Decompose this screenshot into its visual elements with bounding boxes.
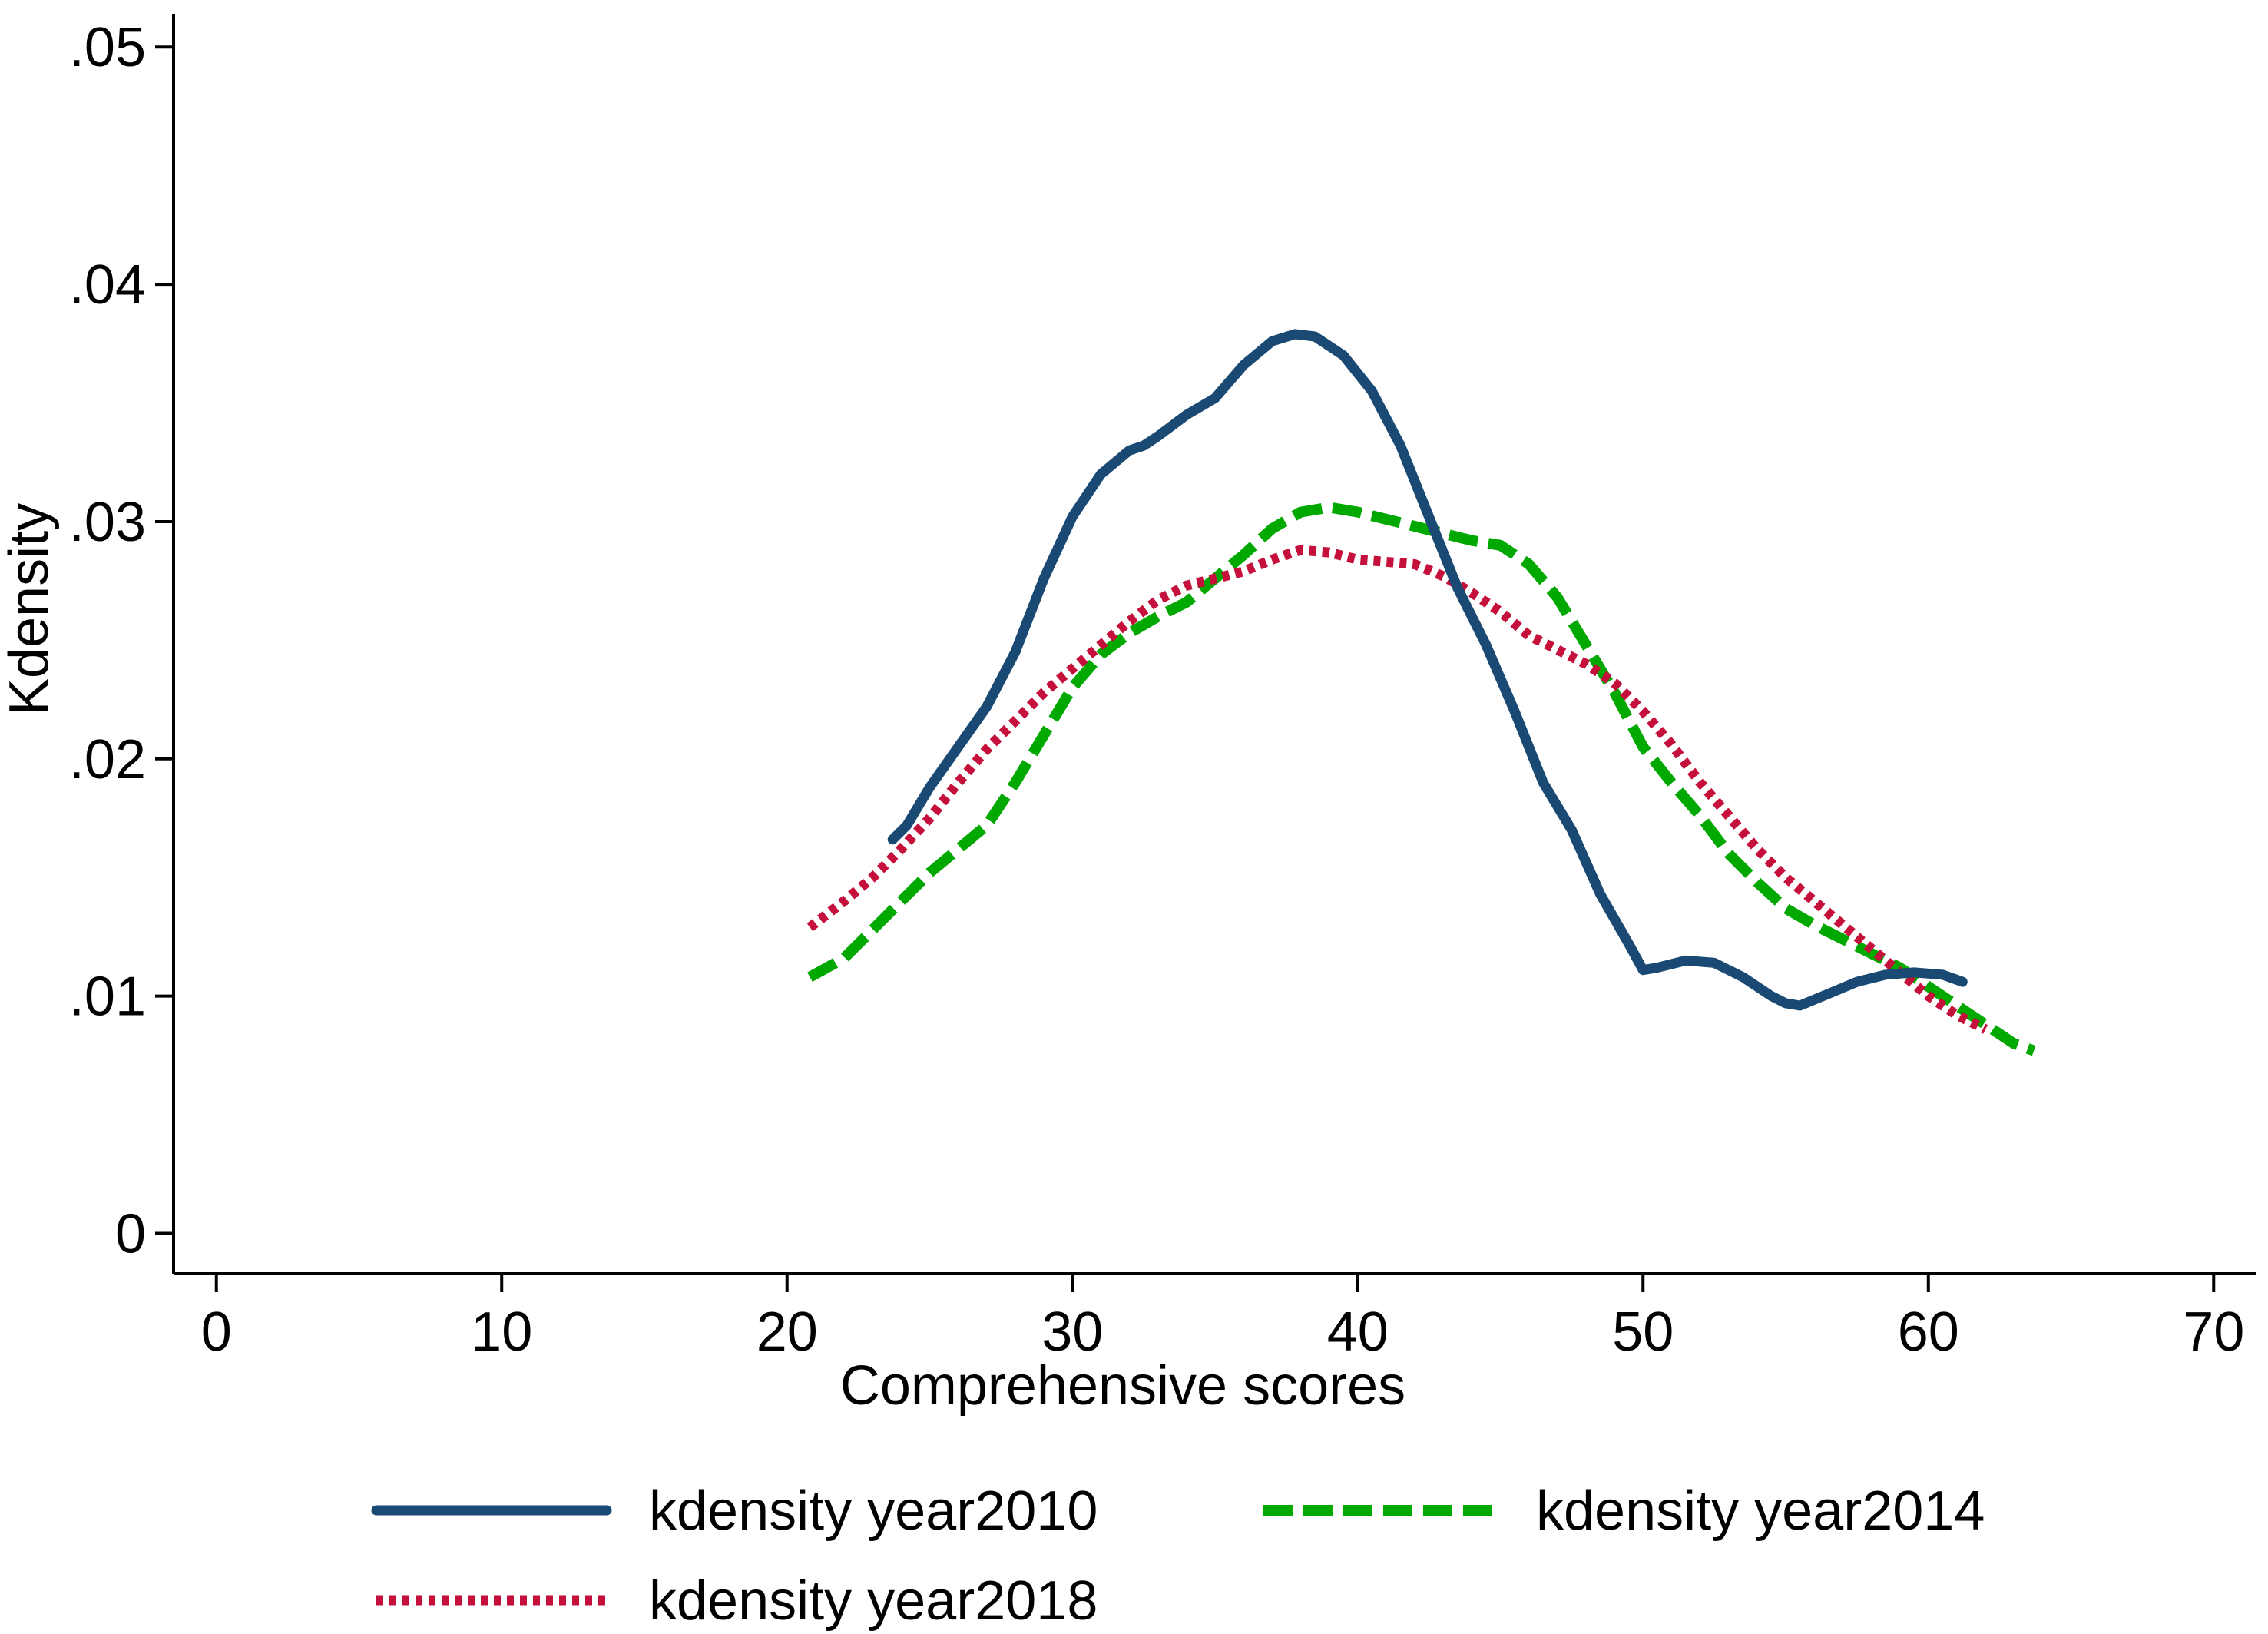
x-tick-label: 40 bbox=[1327, 1301, 1389, 1363]
legend-label: kdensity year2010 bbox=[649, 1480, 1098, 1542]
y-tick-label: .02 bbox=[69, 729, 146, 790]
x-tick-label: 10 bbox=[471, 1301, 532, 1363]
x-tick-label: 60 bbox=[1898, 1301, 1959, 1363]
x-tick-label: 70 bbox=[2183, 1301, 2244, 1363]
legend-label: kdensity year2018 bbox=[649, 1570, 1098, 1632]
x-tick-label: 30 bbox=[1041, 1301, 1103, 1363]
y-tick-label: .03 bbox=[69, 492, 146, 553]
x-tick-label: 20 bbox=[757, 1301, 818, 1363]
y-axis-ticks: 0 .01 .02 .03 .04 .05 bbox=[69, 17, 174, 1264]
y-tick-label: .05 bbox=[69, 17, 146, 78]
y-tick-label: 0 bbox=[115, 1203, 146, 1264]
axes bbox=[172, 14, 2256, 1275]
x-tick-label: 0 bbox=[201, 1301, 232, 1363]
y-axis-title: Kdensity bbox=[0, 503, 60, 715]
legend: kdensity year2010 kdensity year2014 kdensi… bbox=[371, 1480, 1985, 1632]
y-tick-label: .04 bbox=[69, 254, 146, 316]
x-tick-label: 50 bbox=[1612, 1301, 1674, 1363]
x-axis-title: Comprehensive scores bbox=[840, 1355, 1405, 1417]
series-line-kdensity-year2018 bbox=[806, 545, 1988, 1034]
x-axis-ticks: 0 10 20 30 40 50 60 70 bbox=[201, 1274, 2244, 1363]
y-tick-label: .01 bbox=[69, 966, 146, 1028]
series-line-kdensity-year2010 bbox=[887, 329, 1968, 1011]
legend-label: kdensity year2014 bbox=[1536, 1480, 1985, 1542]
plot-lines bbox=[806, 329, 2036, 1056]
